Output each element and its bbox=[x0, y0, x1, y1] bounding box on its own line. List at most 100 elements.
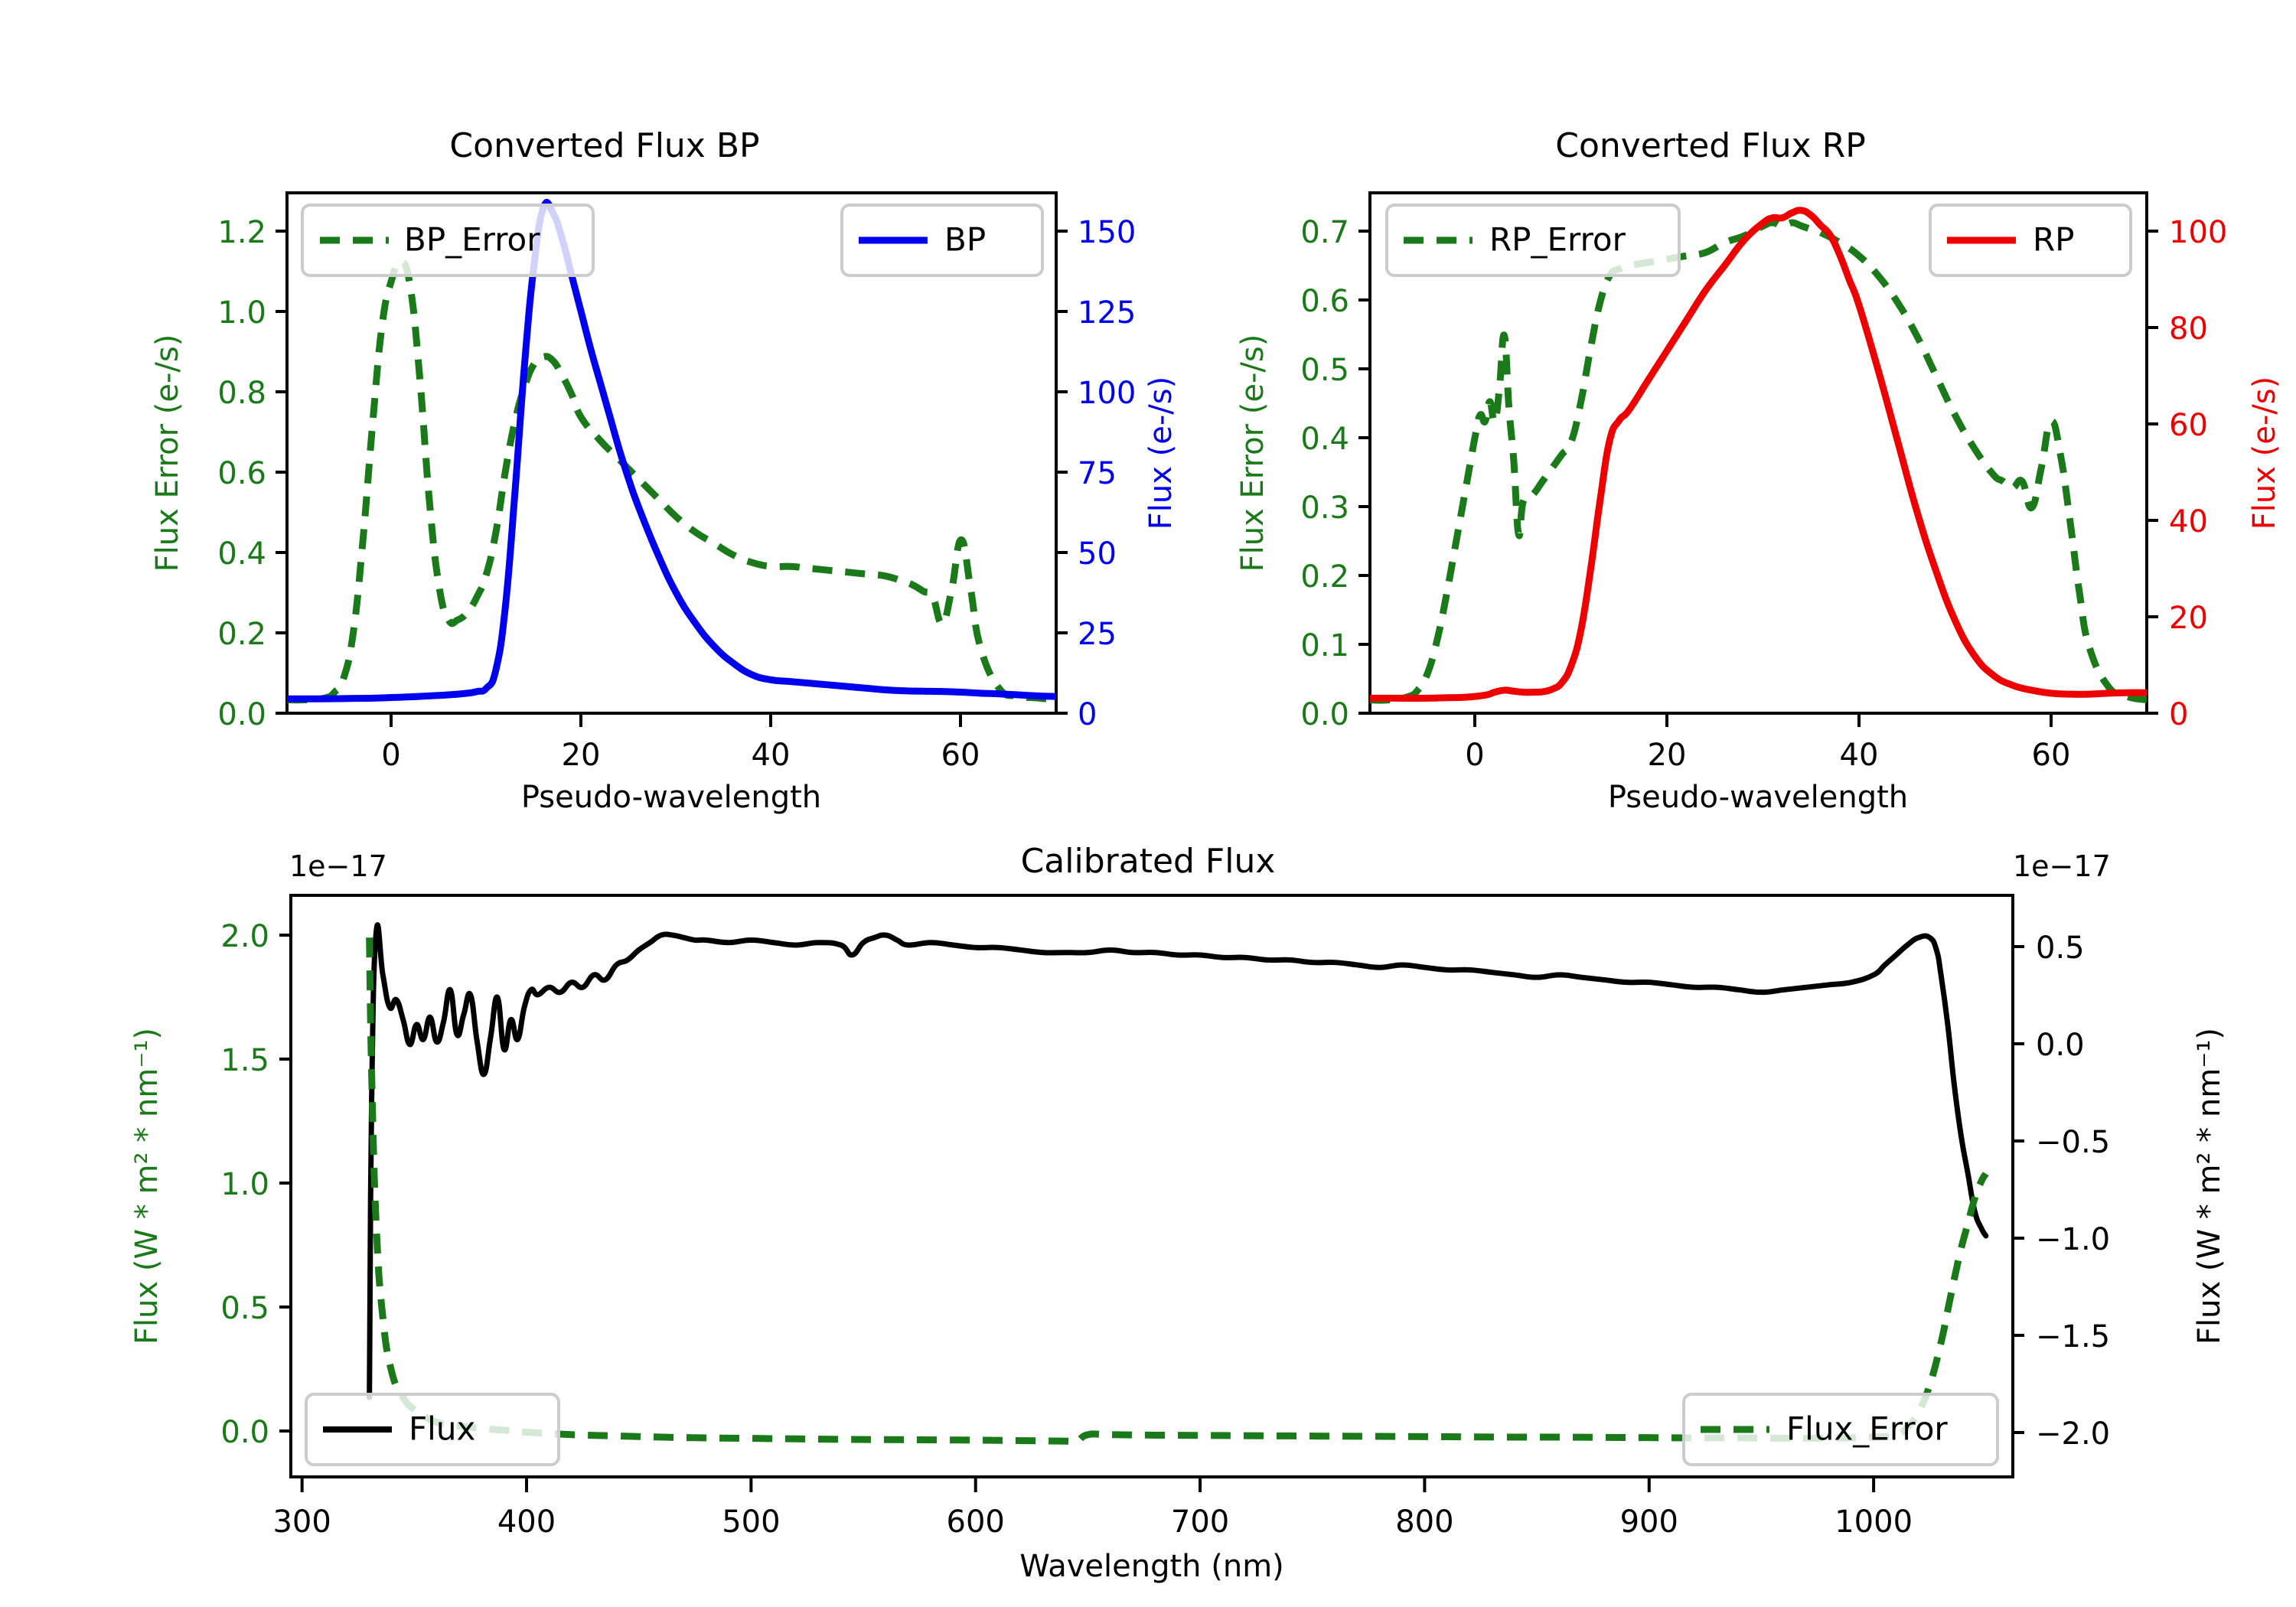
bp-ytick-left-1: 0.2 bbox=[217, 617, 266, 652]
bp-ytick-left-5: 1.0 bbox=[217, 295, 266, 331]
bp-ylabel-left: Flux Error (e-/s) bbox=[150, 334, 185, 572]
calibrated-left-axis: 0.0 0.5 1.0 1.5 2.0 Flux (W * m² * nm⁻¹) bbox=[129, 919, 291, 1450]
cal-ytick-right-0: −2.0 bbox=[2036, 1416, 2110, 1452]
cal-ytick-right-1: −1.5 bbox=[2036, 1319, 2110, 1354]
rp-ylabel-left: Flux Error (e-/s) bbox=[1235, 334, 1270, 572]
rp-legend-error[interactable]: RP_Error bbox=[1385, 204, 1681, 277]
bp-ytick-right-6: 150 bbox=[1078, 215, 1136, 250]
calibrated-axes-frame bbox=[289, 894, 2014, 1478]
calibrated-xlabel: Wavelength (nm) bbox=[1019, 1549, 1284, 1584]
bp-ytick-left-6: 1.2 bbox=[217, 215, 266, 250]
rp-xtick-3: 60 bbox=[2032, 738, 2071, 773]
bp-ytick-right-4: 100 bbox=[1078, 376, 1136, 411]
bp-flux-series bbox=[287, 199, 1056, 702]
bp-xlabel: Pseudo-wavelength bbox=[521, 780, 821, 815]
bp-right-axis: 0 25 50 75 100 125 150 Flux (e-/s) bbox=[1056, 215, 1179, 732]
bp-xtick-3: 60 bbox=[941, 738, 980, 773]
bp-xtick-1: 20 bbox=[562, 738, 601, 773]
panel-converted-flux-bp: Converted Flux BP 0.0 0.2 0.4 0.6 0 bbox=[0, 0, 1179, 815]
rp-title: Converted Flux RP bbox=[1555, 126, 1866, 165]
cal-xtick-2: 500 bbox=[722, 1504, 780, 1540]
rp-ytick-right-2: 40 bbox=[2169, 504, 2208, 539]
rp-ytick-left-2: 0.2 bbox=[1300, 559, 1349, 595]
rp-ytick-right-1: 20 bbox=[2169, 601, 2208, 636]
cal-ytick-right-4: 0.0 bbox=[2036, 1028, 2085, 1063]
bp-title: Converted Flux BP bbox=[449, 126, 759, 165]
calibrated-legend-error-label: Flux_Error bbox=[1786, 1410, 1948, 1448]
rp-xtick-1: 20 bbox=[1648, 738, 1687, 773]
rp-ytick-right-4: 80 bbox=[2169, 311, 2208, 347]
rp-ytick-right-0: 0 bbox=[2169, 697, 2188, 732]
bp-ytick-right-1: 25 bbox=[1078, 617, 1117, 652]
rp-ytick-left-6: 0.6 bbox=[1300, 284, 1349, 319]
rp-ytick-left-3: 0.3 bbox=[1300, 491, 1349, 526]
cal-xtick-4: 700 bbox=[1171, 1504, 1229, 1540]
bp-ytick-right-3: 75 bbox=[1078, 456, 1117, 491]
cal-ytick-left-2: 1.0 bbox=[220, 1167, 269, 1202]
bp-ytick-right-2: 50 bbox=[1078, 536, 1117, 572]
cal-ytick-right-5: 0.5 bbox=[2036, 931, 2085, 966]
cal-ytick-right-2: −1.0 bbox=[2036, 1222, 2110, 1257]
rp-ytick-right-5: 100 bbox=[2169, 215, 2227, 250]
rp-legend-flux[interactable]: RP bbox=[1929, 204, 2132, 277]
bp-ytick-right-5: 125 bbox=[1078, 295, 1136, 331]
cal-ytick-left-0: 0.0 bbox=[220, 1415, 269, 1450]
calibrated-offset-right: 1e−17 bbox=[2013, 849, 2111, 883]
rp-legend-flux-label: RP bbox=[2033, 221, 2075, 259]
cal-ytick-left-4: 2.0 bbox=[220, 919, 269, 954]
rp-ytick-left-7: 0.7 bbox=[1300, 215, 1349, 250]
rp-ytick-left-1: 0.1 bbox=[1300, 628, 1349, 663]
rp-legend-error-label: RP_Error bbox=[1489, 221, 1626, 259]
cal-xtick-6: 900 bbox=[1620, 1504, 1678, 1540]
bp-legend-error-label: BP_Error bbox=[404, 221, 540, 259]
cal-xtick-0: 300 bbox=[272, 1504, 331, 1540]
bp-ytick-left-3: 0.6 bbox=[217, 456, 266, 491]
calibrated-legend-flux-label: Flux bbox=[409, 1410, 475, 1448]
cal-ytick-left-1: 0.5 bbox=[220, 1291, 269, 1326]
rp-ytick-left-4: 0.4 bbox=[1300, 422, 1349, 457]
bp-ylabel-right: Flux (e-/s) bbox=[1143, 376, 1179, 530]
bp-error-series bbox=[287, 257, 1056, 704]
calibrated-legend-flux[interactable]: Flux bbox=[305, 1393, 560, 1466]
rp-x-axis: 0 20 40 60 Pseudo-wavelength bbox=[1465, 713, 2070, 815]
bp-xtick-0: 0 bbox=[381, 738, 400, 773]
panel-converted-flux-rp: Converted Flux RP 0.0 0.1 0.2 0.3 bbox=[1148, 0, 2296, 815]
cal-xtick-5: 800 bbox=[1395, 1504, 1453, 1540]
calibrated-flux-series bbox=[367, 922, 1989, 1400]
panel-calibrated-flux: Calibrated Flux 1e−17 1e−17 0.0 0.5 1.0 … bbox=[0, 796, 2296, 1607]
calibrated-x-axis: 300 400 500 600 700 800 900 1000 Wavelength (nm… bbox=[272, 1477, 1913, 1584]
calibrated-ylabel-left: Flux (W * m² * nm⁻¹) bbox=[129, 1028, 165, 1345]
cal-xtick-7: 1000 bbox=[1835, 1504, 1913, 1540]
bp-legend-flux[interactable]: BP bbox=[840, 204, 1044, 277]
bp-ytick-left-0: 0.0 bbox=[217, 697, 266, 732]
cal-ytick-left-3: 1.5 bbox=[220, 1043, 269, 1078]
calibrated-legend-error[interactable]: Flux_Error bbox=[1682, 1393, 1999, 1466]
calibrated-ylabel-right: Flux (W * m² * nm⁻¹) bbox=[2192, 1028, 2227, 1345]
bp-legend-flux-label: BP bbox=[944, 221, 986, 259]
bp-left-axis: 0.0 0.2 0.4 0.6 0.8 1.0 1.2 Flux Error (… bbox=[150, 215, 287, 732]
bp-axes-frame bbox=[285, 191, 1058, 715]
rp-ytick-left-5: 0.5 bbox=[1300, 353, 1349, 388]
bp-x-axis: 0 20 40 60 Pseudo-wavelength bbox=[381, 713, 980, 815]
rp-xlabel: Pseudo-wavelength bbox=[1608, 780, 1908, 815]
bp-legend-error[interactable]: BP_Error bbox=[301, 204, 595, 277]
rp-error-series bbox=[1370, 219, 2147, 704]
rp-xtick-2: 40 bbox=[1840, 738, 1879, 773]
rp-xtick-0: 0 bbox=[1465, 738, 1484, 773]
cal-xtick-1: 400 bbox=[497, 1504, 556, 1540]
rp-ylabel-right: Flux (e-/s) bbox=[2247, 376, 2282, 530]
bp-ytick-right-0: 0 bbox=[1078, 697, 1097, 732]
rp-flux-series bbox=[1370, 207, 2147, 702]
calibrated-flux-error-series bbox=[366, 937, 1989, 1446]
bp-ytick-left-2: 0.4 bbox=[217, 536, 266, 572]
rp-ytick-right-3: 60 bbox=[2169, 408, 2208, 443]
rp-ytick-left-0: 0.0 bbox=[1300, 697, 1349, 732]
bp-xtick-2: 40 bbox=[752, 738, 791, 773]
cal-ytick-right-3: −0.5 bbox=[2036, 1125, 2110, 1160]
rp-left-axis: 0.0 0.1 0.2 0.3 0.4 0.5 0.6 0.7 Flux Err… bbox=[1235, 215, 1370, 732]
calibrated-title: Calibrated Flux bbox=[1021, 842, 1276, 881]
rp-axes-frame bbox=[1368, 191, 2148, 715]
cal-xtick-3: 600 bbox=[947, 1504, 1005, 1540]
bp-ytick-left-4: 0.8 bbox=[217, 376, 266, 411]
